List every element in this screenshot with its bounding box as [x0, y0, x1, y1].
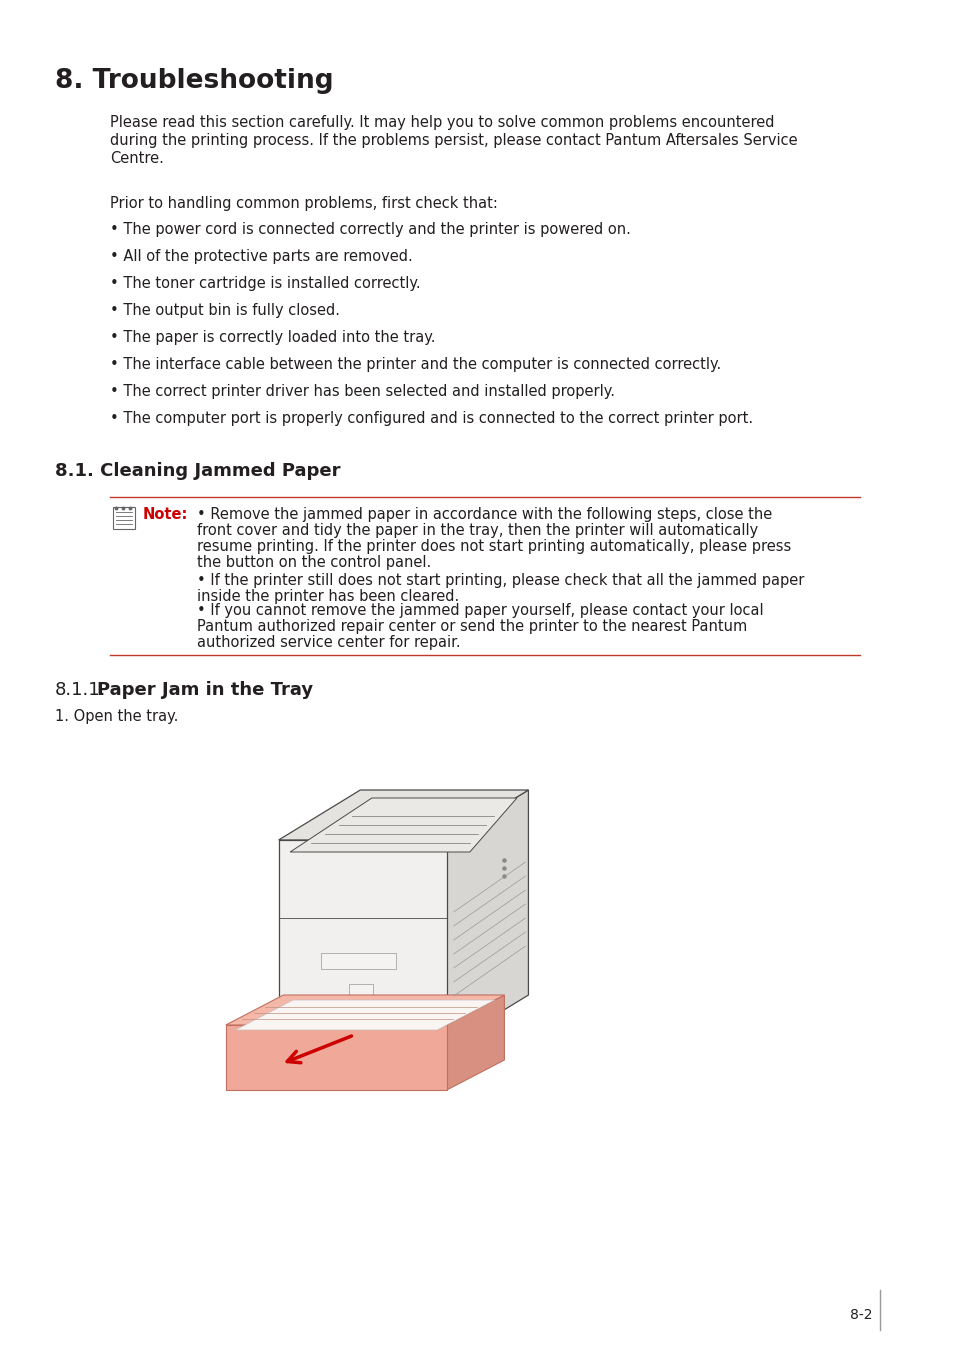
Text: Note:: Note: — [142, 508, 188, 522]
Text: • The power cord is connected correctly and the printer is powered on.: • The power cord is connected correctly … — [111, 221, 631, 238]
Text: • All of the protective parts are removed.: • All of the protective parts are remove… — [111, 248, 413, 265]
Polygon shape — [446, 995, 504, 1089]
Text: Please read this section carefully. It may help you to solve common problems enc: Please read this section carefully. It m… — [111, 115, 774, 130]
Bar — [349, 984, 373, 998]
Bar — [113, 508, 134, 529]
Text: • The correct printer driver has been selected and installed properly.: • The correct printer driver has been se… — [111, 383, 615, 400]
Text: • The paper is correctly loaded into the tray.: • The paper is correctly loaded into the… — [111, 329, 436, 346]
Text: Prior to handling common problems, first check that:: Prior to handling common problems, first… — [111, 196, 497, 211]
Text: 8.1.1.: 8.1.1. — [54, 680, 106, 699]
Text: • If the printer still does not start printing, please check that all the jammed: • If the printer still does not start pr… — [196, 572, 803, 589]
Polygon shape — [226, 995, 504, 1025]
Text: 1. Open the tray.: 1. Open the tray. — [54, 709, 178, 724]
Text: • The output bin is fully closed.: • The output bin is fully closed. — [111, 302, 340, 319]
Polygon shape — [226, 1025, 446, 1089]
Text: 8-2: 8-2 — [849, 1308, 871, 1322]
Bar — [320, 953, 395, 969]
Polygon shape — [278, 840, 446, 1045]
Text: front cover and tidy the paper in the tray, then the printer will automatically: front cover and tidy the paper in the tr… — [196, 522, 758, 539]
Text: 8. Troubleshooting: 8. Troubleshooting — [54, 68, 333, 94]
Text: the button on the control panel.: the button on the control panel. — [196, 555, 431, 570]
Polygon shape — [446, 790, 528, 1045]
Text: • Remove the jammed paper in accordance with the following steps, close the: • Remove the jammed paper in accordance … — [196, 508, 771, 522]
Text: resume printing. If the printer does not start printing automatically, please pr: resume printing. If the printer does not… — [196, 539, 790, 553]
Text: authorized service center for repair.: authorized service center for repair. — [196, 634, 460, 649]
Text: Pantum authorized repair center or send the printer to the nearest Pantum: Pantum authorized repair center or send … — [196, 620, 746, 634]
Text: Paper Jam in the Tray: Paper Jam in the Tray — [97, 680, 313, 699]
Text: 8.1. Cleaning Jammed Paper: 8.1. Cleaning Jammed Paper — [54, 462, 340, 481]
Text: during the printing process. If the problems persist, please contact Pantum Afte: during the printing process. If the prob… — [111, 134, 798, 148]
Polygon shape — [235, 1000, 495, 1030]
Polygon shape — [278, 790, 528, 840]
Text: • The toner cartridge is installed correctly.: • The toner cartridge is installed corre… — [111, 275, 420, 292]
Polygon shape — [290, 798, 517, 852]
Text: inside the printer has been cleared.: inside the printer has been cleared. — [196, 589, 458, 603]
Text: Centre.: Centre. — [111, 151, 164, 166]
Text: • If you cannot remove the jammed paper yourself, please contact your local: • If you cannot remove the jammed paper … — [196, 603, 762, 618]
Text: • The interface cable between the printer and the computer is connected correctl: • The interface cable between the printe… — [111, 356, 721, 373]
Text: • The computer port is properly configured and is connected to the correct print: • The computer port is properly configur… — [111, 410, 753, 427]
